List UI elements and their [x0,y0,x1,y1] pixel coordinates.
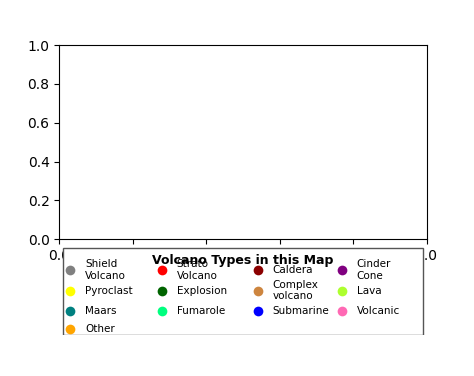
Text: Volcanic: Volcanic [357,306,400,316]
Text: Volcano Types in this Map: Volcano Types in this Map [152,254,334,267]
Text: Caldera: Caldera [272,265,313,275]
Text: Complex
volcano: Complex volcano [272,280,318,301]
Text: Maars: Maars [85,306,117,316]
Text: Submarine: Submarine [272,306,329,316]
Text: Strato
Volcano: Strato Volcano [177,259,218,281]
Text: Cinder
Cone: Cinder Cone [357,259,391,281]
Text: Pyroclast: Pyroclast [85,285,133,296]
Text: Fumarole: Fumarole [177,306,225,316]
Text: Lava: Lava [357,285,382,296]
Text: Other: Other [85,324,115,334]
Text: Explosion: Explosion [177,285,227,296]
FancyBboxPatch shape [63,248,423,335]
Text: Shield
Volcano: Shield Volcano [85,259,126,281]
